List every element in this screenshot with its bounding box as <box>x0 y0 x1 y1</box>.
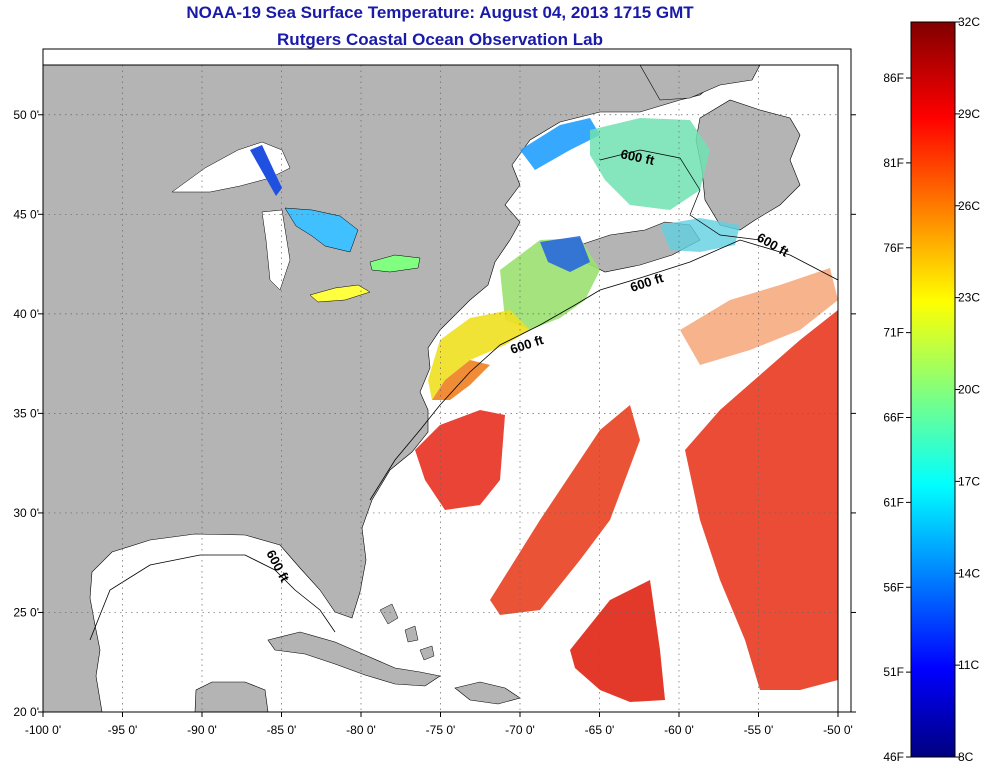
600ft-contour-gulf <box>89 554 336 641</box>
colorbar-label-c: 17C <box>958 474 980 488</box>
600ft-contour-gulf-stlawrence <box>599 149 761 241</box>
colorbar-label-c: 8C <box>958 750 974 764</box>
map-subtitle: Rutgers Coastal Ocean Observation Lab <box>277 30 603 49</box>
colorbar-label-f: 61F <box>883 495 904 509</box>
colorbar-label-f: 51F <box>883 665 904 679</box>
lon-tick-label: -95 0' <box>108 723 138 737</box>
600ft-contour <box>369 239 838 501</box>
newfoundland-land <box>695 99 801 231</box>
colorbar-labels: 32C 29C 26C 23C 20C 17C 14C 11C 8C 86F 81F 76F 71F 66… <box>883 15 980 764</box>
temperature-colorbar <box>910 21 956 758</box>
lat-tick-label: 45 0' <box>13 207 39 221</box>
great-lakes <box>171 141 421 303</box>
lon-tick-label: -90 0' <box>187 723 217 737</box>
lon-tick-label: -55 0' <box>744 723 774 737</box>
axis-ticks: -100 0' -95 0' -90 0' -85 0' -80 0' -75 0' -70… <box>13 108 856 737</box>
colorbar-label-f: 71F <box>883 326 904 340</box>
axes-box <box>42 48 852 713</box>
map-title: NOAA-19 Sea Surface Temperature: August … <box>186 3 694 22</box>
map-gridlines <box>42 65 839 713</box>
lon-tick-label: -65 0' <box>585 723 615 737</box>
lon-tick-label: -60 0' <box>664 723 694 737</box>
colorbar-label-f: 86F <box>883 71 904 85</box>
labrador-land <box>639 65 761 101</box>
colorbar-label-c: 29C <box>958 107 980 121</box>
lon-tick-label: -85 0' <box>267 723 297 737</box>
colorbar-label-c: 11C <box>958 658 979 672</box>
lon-tick-label: -100 0' <box>25 723 61 737</box>
lat-tick-label: 25 0' <box>13 605 39 619</box>
colorbar-label-f: 76F <box>883 241 904 255</box>
colorbar-label-c: 23C <box>958 291 980 305</box>
bahamas-islands <box>379 603 435 661</box>
colorbar-label-f: 46F <box>883 750 904 764</box>
lat-tick-label: 40 0' <box>13 307 39 321</box>
colorbar-label-c: 14C <box>958 566 980 580</box>
lon-tick-label: -70 0' <box>505 723 535 737</box>
contour-label-stlawrence: 600 ft <box>619 146 656 168</box>
colorbar-label-f: 56F <box>883 580 904 594</box>
lat-tick-label: 30 0' <box>13 506 39 520</box>
yucatan-land <box>194 681 269 712</box>
lon-tick-label: -80 0' <box>346 723 376 737</box>
colorbar-label-f: 66F <box>883 411 904 425</box>
lon-tick-label: -75 0' <box>426 723 456 737</box>
colorbar-label-c: 26C <box>958 199 980 213</box>
lat-tick-label: 35 0' <box>13 406 39 420</box>
north-america-land <box>43 65 751 712</box>
lat-tick-label: 20 0' <box>13 705 39 719</box>
lat-tick-label: 50 0' <box>13 108 39 122</box>
colorbar-label-c: 32C <box>958 15 980 29</box>
colorbar-label-c: 20C <box>958 383 980 397</box>
sst-data <box>415 118 838 702</box>
cuba-land <box>267 631 441 687</box>
lon-tick-label: -50 0' <box>823 723 853 737</box>
colorbar-label-f: 81F <box>883 156 904 170</box>
